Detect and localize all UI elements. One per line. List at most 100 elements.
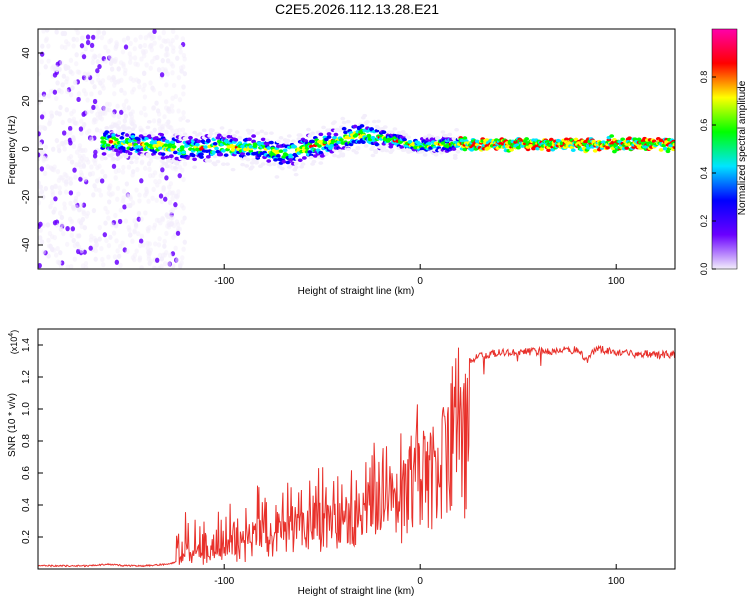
spectrogram-x-tick-label: 100: [608, 276, 625, 287]
spectrogram-noise-cell: [150, 85, 155, 91]
spectrogram-noise-cell: [108, 183, 113, 189]
spectrogram-noise-cell: [74, 61, 79, 67]
spectrogram-noise-cell: [128, 55, 133, 61]
spectrogram-ridge-cell: [119, 136, 125, 140]
spectrogram-ridge-cell: [433, 153, 439, 157]
spectrogram-noise-cell: [164, 99, 169, 105]
spectrogram-noise-cell: [111, 163, 117, 169]
spectrogram-noise-cell: [83, 46, 88, 52]
spectrogram-noise-cell: [54, 29, 59, 35]
spectrogram-ridge-cell: [370, 144, 376, 149]
spectrogram-noise-cell: [162, 243, 167, 249]
spectrogram-noise-cell: [176, 74, 182, 81]
chart-title: C2E5.2026.112.13.28.E21: [275, 1, 439, 17]
spectrogram-noise-cell: [168, 181, 174, 187]
spectrogram-noise-cell: [44, 36, 50, 42]
spectrogram-noise-cell: [38, 221, 43, 227]
spectrogram-ridge-cell: [284, 153, 289, 157]
spectrogram-noise-cell: [41, 194, 46, 200]
spectrogram-noise-cell: [171, 234, 176, 240]
spectrogram-noise-cell: [114, 238, 119, 244]
spectrogram-ridge-cell: [240, 162, 246, 167]
spectrogram-ridge-cell: [280, 166, 285, 171]
spectrogram-noise-cell: [74, 162, 79, 168]
spectrogram-ridge-cell: [104, 130, 110, 134]
colorbar: 0.0 0.2 0.4 0.6 0.8 Normalized spectral ampl…: [699, 28, 748, 275]
spectrogram-ridge-cell: [297, 133, 303, 137]
spectrogram-ridge-cell: [333, 132, 339, 137]
spectrogram-noise-cell: [161, 29, 166, 36]
spectrogram-noise-cell: [41, 29, 46, 34]
spectrogram-ridge-cell: [199, 152, 204, 157]
spectrogram-noise-cell: [144, 190, 149, 196]
spectrogram-noise-cell: [181, 246, 186, 252]
spectrogram-ridge-cell: [172, 150, 178, 155]
spectrogram-noise-cell: [182, 239, 187, 245]
spectrogram-noise-cell: [181, 52, 187, 59]
spectrogram-noise-cell: [102, 232, 108, 238]
spectrogram-noise-cell: [38, 152, 41, 158]
spectrogram-ridge-cell: [354, 132, 359, 137]
spectrogram-ridge-cell: [118, 155, 123, 159]
spectrogram-noise-cell: [158, 173, 164, 179]
spectrogram-noise-cell: [73, 198, 78, 204]
colorbar-ticks: 0.0 0.2 0.4 0.6 0.8: [699, 71, 716, 275]
spectrogram-noise-cell: [130, 238, 135, 244]
spectrogram-noise-cell: [69, 159, 75, 165]
spectrogram-ridge-cell: [371, 119, 377, 124]
spectrogram-noise-cell: [59, 44, 65, 50]
spectrogram-noise-cell: [89, 164, 94, 170]
spectrogram-noise-cell: [181, 91, 186, 97]
spectrogram-noise-cell: [60, 82, 65, 88]
spectrogram-noise-cell: [45, 164, 50, 170]
spectrogram-ridge-cell: [419, 149, 425, 154]
spectrogram-noise-cell: [128, 194, 133, 200]
spectrogram-noise-cell: [76, 96, 81, 103]
spectrogram-ridge-cell: [214, 146, 219, 151]
spectrogram-noise-cell: [38, 180, 41, 186]
spectrogram-noise-cell: [147, 260, 152, 266]
spectrogram-ridge-cell: [318, 161, 324, 165]
spectrogram-ridge-cell: [389, 148, 395, 153]
spectrogram-noise-cell: [78, 169, 84, 176]
spectrogram-noise-cell: [38, 263, 42, 269]
spectrogram-noise-cell: [162, 238, 167, 245]
spectrogram-noise-cell: [116, 253, 122, 259]
spectrogram-noise-cell: [77, 218, 82, 224]
spectrogram-ridge-cell: [170, 140, 176, 144]
spectrogram-ridge-cell: [389, 130, 395, 134]
spectrogram-noise-cell: [139, 233, 145, 239]
spectrogram-noise-cell: [72, 256, 78, 262]
spectrogram-ridge-cell: [237, 135, 243, 140]
spectrogram-noise-cell: [99, 155, 105, 162]
spectrogram-noise-cell: [116, 78, 122, 84]
spectrogram-ridge-cell: [281, 159, 287, 164]
spectrogram-noise-cell: [160, 252, 166, 258]
spectrogram-ridge-cell: [138, 128, 144, 133]
spectrogram-ridge-cell: [120, 146, 126, 150]
spectrogram-noise-cell: [163, 196, 168, 202]
spectrogram-noise-cell: [95, 59, 100, 65]
spectrogram-noise-cell: [106, 190, 112, 196]
spectrogram-y-tick-label: 0: [21, 146, 32, 152]
spectrogram-ridge-cell: [124, 133, 130, 137]
spectrogram-noise-cell: [61, 73, 67, 79]
spectrogram-ridge-cell: [160, 152, 166, 156]
spectrogram-ridge-cell: [260, 137, 266, 142]
spectrogram-noise-cell: [79, 130, 84, 136]
spectrogram-noise-cell: [181, 110, 186, 116]
spectrogram-noise-cell: [176, 108, 181, 114]
spectrogram-noise-cell: [141, 70, 147, 77]
spectrogram-noise-cell: [53, 184, 58, 190]
spectrogram-noise-cell: [68, 200, 73, 206]
spectrogram-noise-cell: [83, 91, 88, 97]
spectrogram-ridge-cell: [116, 131, 122, 136]
spectrogram-x-label: Height of straight line (km): [298, 286, 415, 297]
spectrogram-noise-cell: [109, 66, 115, 72]
spectrogram-noise-cell: [175, 55, 180, 61]
spectrogram-noise-cell: [148, 65, 153, 71]
snr-y-scale-exponent: 4: [8, 333, 15, 337]
spectrogram-noise-cell: [82, 71, 88, 77]
spectrogram-noise-cell: [165, 223, 170, 229]
spectrogram-ridge-cell: [188, 135, 193, 140]
